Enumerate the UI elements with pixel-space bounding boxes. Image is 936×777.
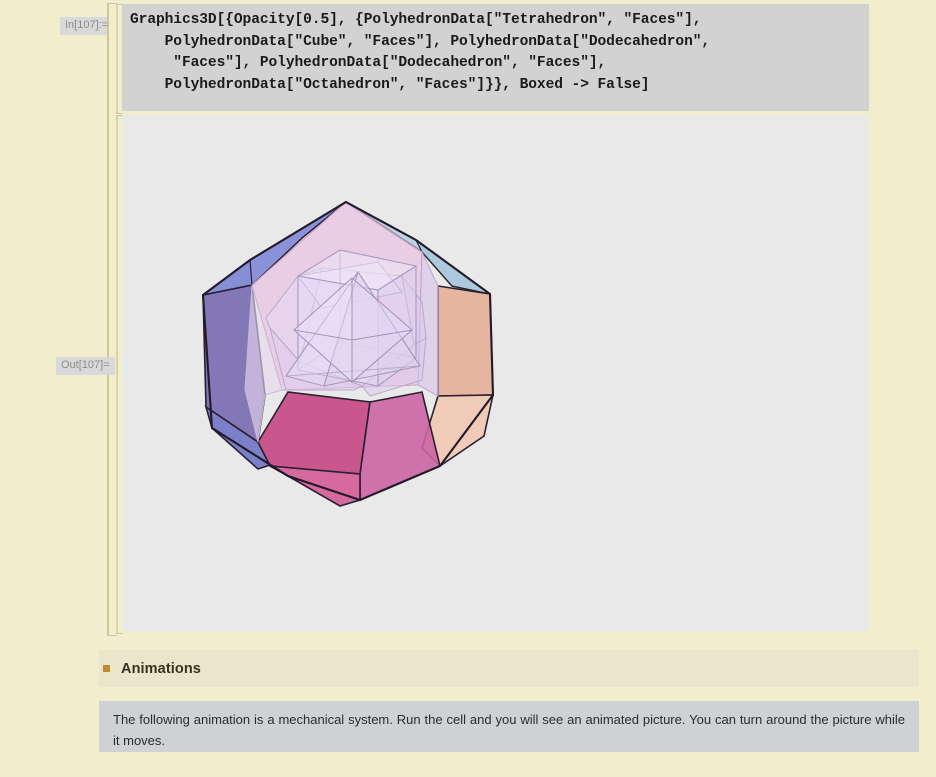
output-cell-label: Out[107]=	[56, 357, 115, 375]
section-header-animations[interactable]: Animations	[99, 650, 919, 687]
nested-polyhedra-3d-graphic[interactable]	[190, 190, 510, 510]
input-cell-bracket[interactable]	[116, 4, 123, 114]
output-cell[interactable]	[122, 115, 869, 631]
text-cell[interactable]: The following animation is a mechanical …	[99, 701, 919, 752]
section-bullet-icon	[103, 665, 110, 672]
section-title: Animations	[121, 660, 201, 677]
input-code-text[interactable]: Graphics3D[{Opacity[0.5], {PolyhedronDat…	[130, 12, 711, 93]
output-cell-bracket[interactable]	[116, 115, 123, 634]
inner-cube	[296, 249, 418, 388]
input-cell-label: In[107]:=	[60, 17, 114, 35]
text-cell-paragraph: The following animation is a mechanical …	[113, 712, 905, 748]
dodecahedron-silhouette	[201, 200, 495, 502]
group-cell-bracket[interactable]	[107, 3, 117, 636]
inner-tetrahedron	[284, 270, 421, 387]
graphic-container[interactable]	[122, 115, 869, 631]
input-cell[interactable]: Graphics3D[{Opacity[0.5], {PolyhedronDat…	[122, 4, 869, 111]
inner-octahedron	[292, 277, 414, 383]
